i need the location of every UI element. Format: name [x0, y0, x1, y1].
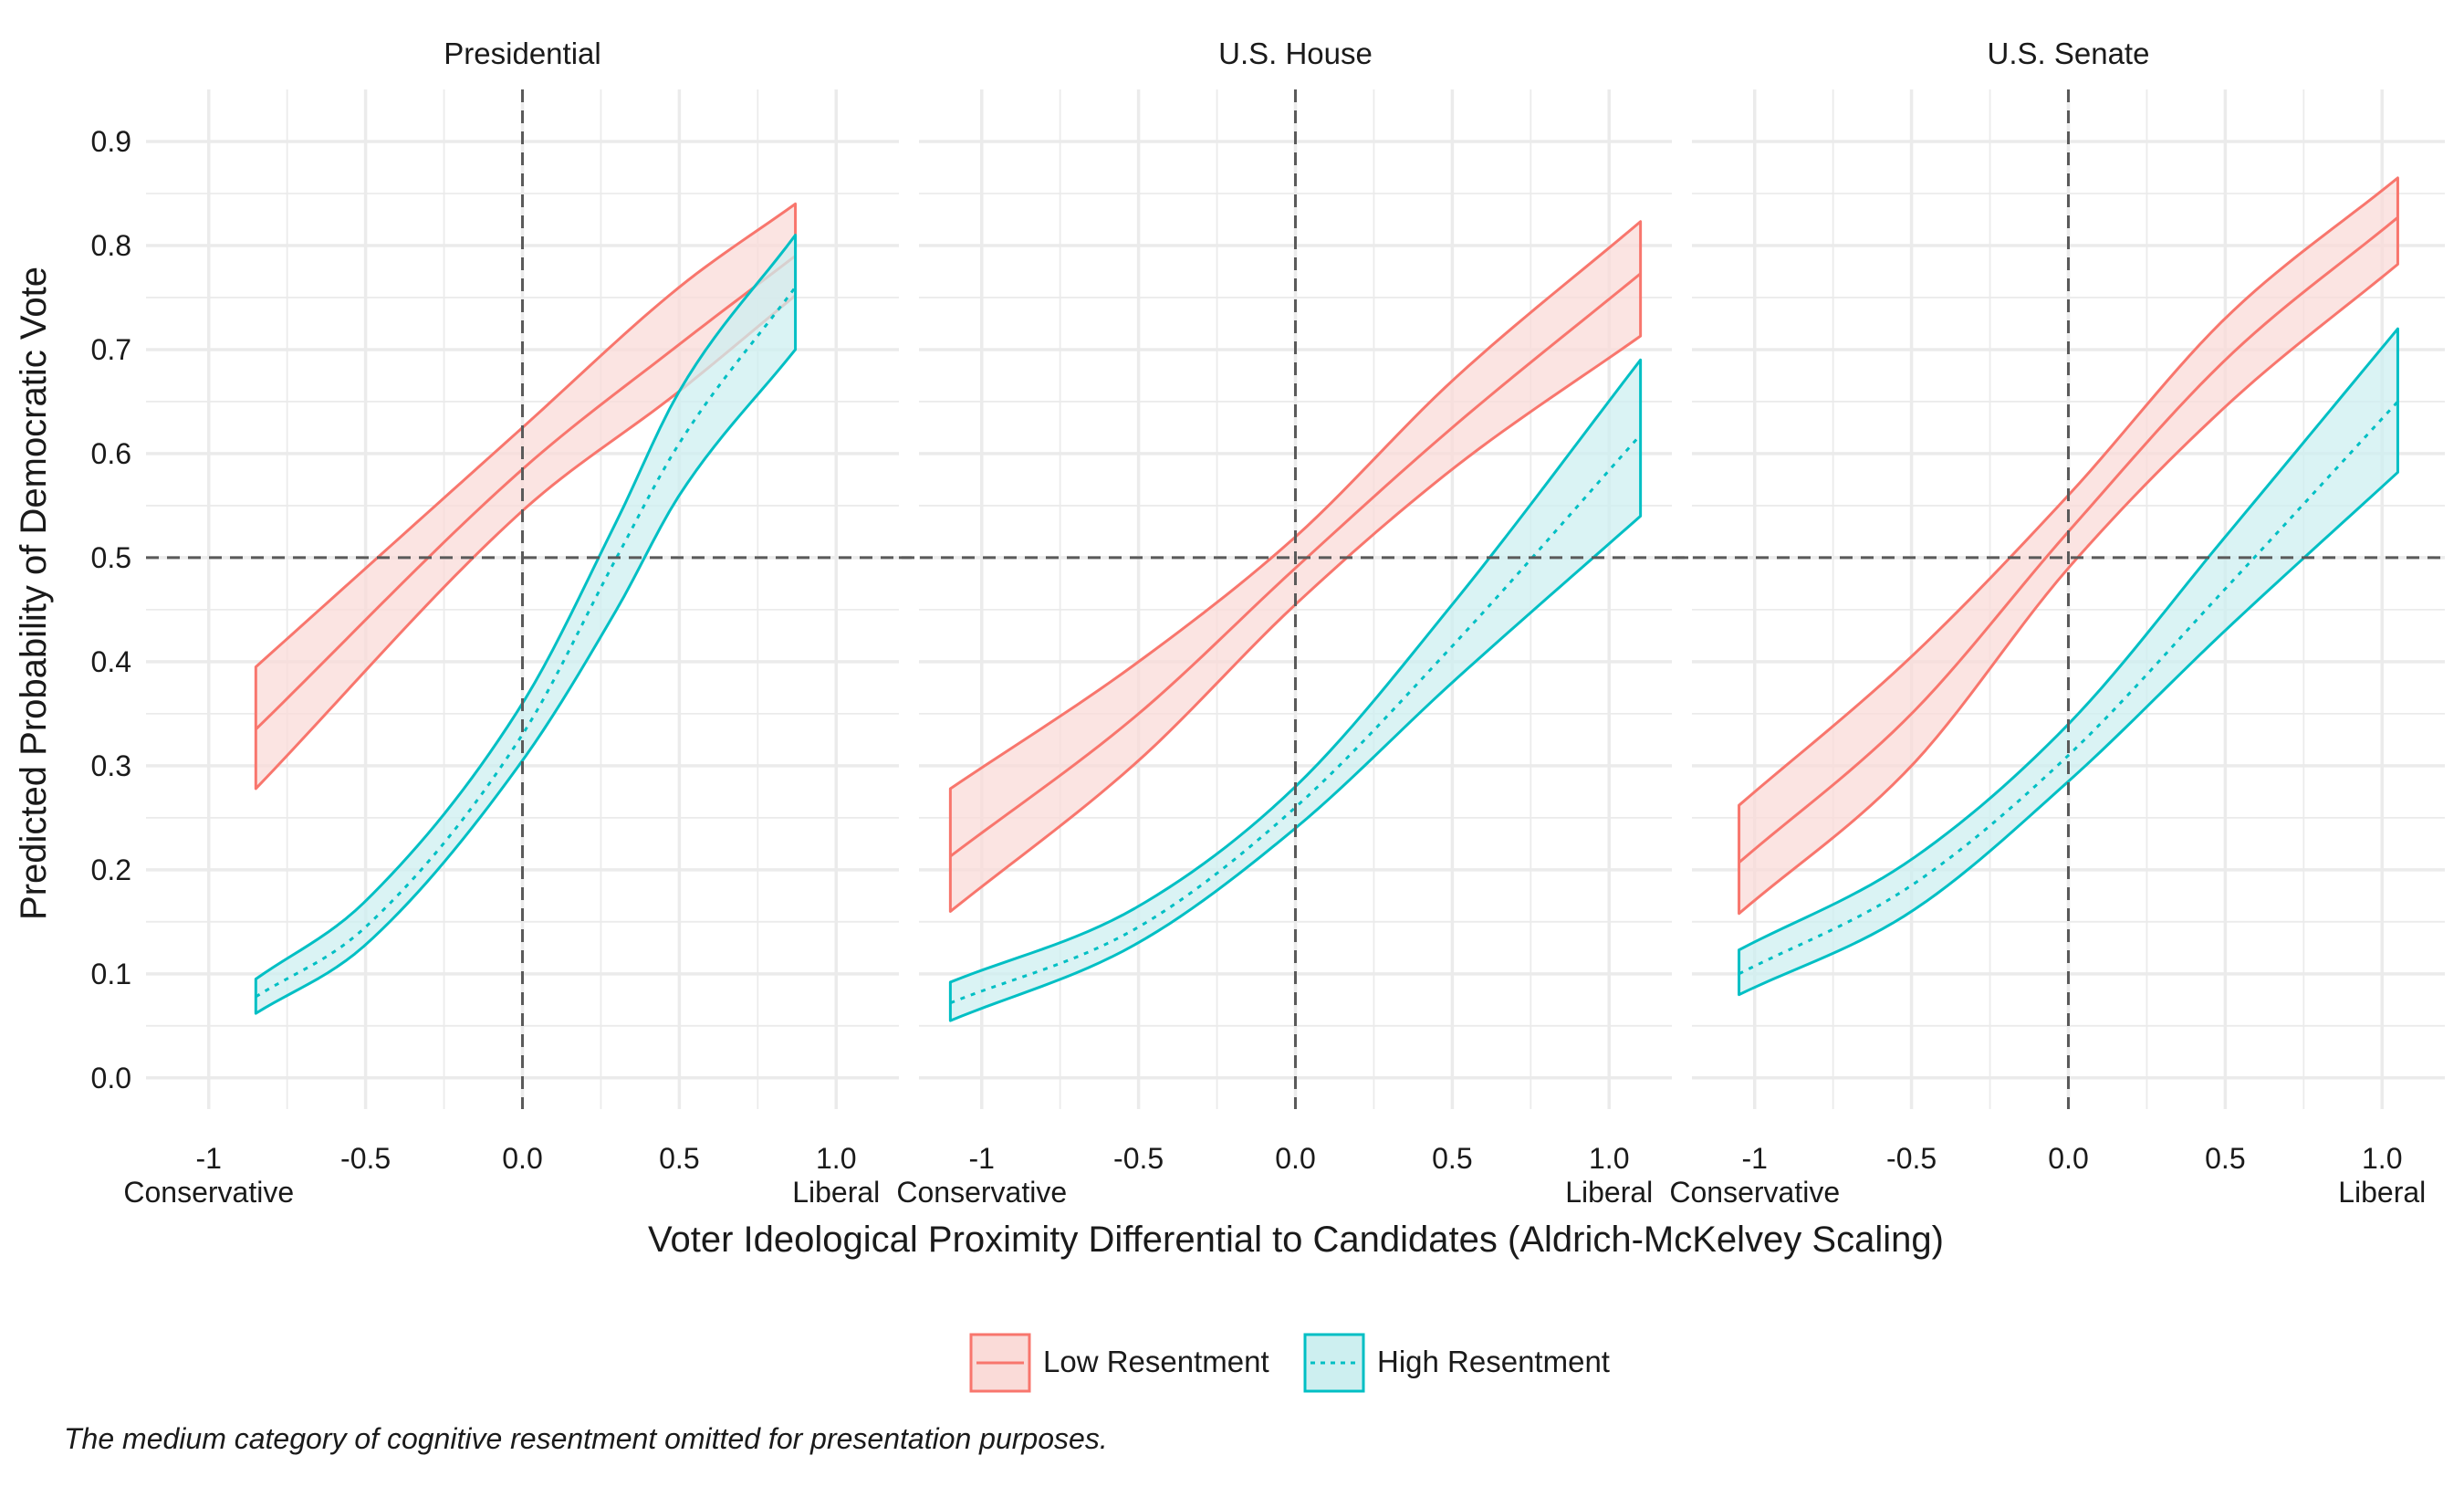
panel-presidential: Presidential -1 -0.5 0.0 0.5 1.0 Conservative L…: [123, 37, 919, 1209]
x-tick-label: 0.0: [502, 1142, 542, 1175]
line-high-resentment: [949, 434, 1642, 1005]
x-tick-label: 0.5: [1432, 1142, 1472, 1175]
line-high-resentment: [1738, 400, 2399, 976]
y-tick-label: 0.3: [91, 749, 131, 782]
x-tick-label: 0.0: [1275, 1142, 1315, 1175]
x-end-label-liberal: Liberal: [2338, 1176, 2426, 1209]
x-tick-label: 0.0: [2048, 1142, 2088, 1175]
x-tick-label: -0.5: [340, 1142, 391, 1175]
x-tick-label: -0.5: [1113, 1142, 1164, 1175]
x-end-label-conservative: Conservative: [1669, 1176, 1840, 1209]
x-tick-label: 0.5: [2205, 1142, 2245, 1175]
panel-title: U.S. House: [1218, 37, 1373, 70]
line-low-resentment: [949, 272, 1642, 858]
ribbon-high-resentment: [254, 234, 798, 1015]
ribbon-low-resentment: [1738, 176, 2399, 916]
y-axis-title: Predicted Probability of Democratic Vote: [14, 267, 54, 920]
x-end-label-conservative: Conservative: [123, 1176, 294, 1209]
line-high-resentment: [255, 286, 797, 999]
panels: 0.00.10.20.30.40.50.60.70.80.9Presidenti…: [91, 37, 2445, 1209]
x-tick-label: -0.5: [1886, 1142, 1937, 1175]
x-end-label-conservative: Conservative: [896, 1176, 1067, 1209]
panel-u-s-house: U.S. House -1 -0.5 0.0 0.5 1.0 Conservative Lib…: [896, 37, 1692, 1209]
x-axis-title: Voter Ideological Proximity Differential…: [648, 1220, 1944, 1260]
y-tick-label: 0.0: [91, 1062, 131, 1094]
legend-label-low-resentment: Low Resentment: [1043, 1345, 1269, 1378]
x-tick-label: -1: [1742, 1142, 1768, 1175]
caption: The medium category of cognitive resentm…: [64, 1422, 1108, 1455]
y-tick-label: 0.4: [91, 645, 131, 678]
ribbon-high-resentment: [948, 358, 1643, 1022]
x-tick-label: -1: [196, 1142, 222, 1175]
ribbon-high-resentment: [1738, 327, 2399, 997]
x-tick-label: 1.0: [816, 1142, 856, 1175]
y-tick-label: 0.2: [91, 853, 131, 886]
line-low-resentment: [255, 255, 797, 731]
y-tick-label: 0.7: [91, 333, 131, 366]
x-tick-label: 1.0: [1589, 1142, 1629, 1175]
y-tick-label: 0.5: [91, 541, 131, 574]
panel-u-s-senate: U.S. Senate -1 -0.5 0.0 0.5 1.0 Conservative Li…: [1669, 37, 2445, 1209]
y-tick-label: 0.8: [91, 229, 131, 262]
legend-label-high-resentment: High Resentment: [1377, 1345, 1610, 1378]
panel-title: U.S. Senate: [1988, 37, 2150, 70]
y-tick-label: 0.6: [91, 437, 131, 470]
y-tick-label: 0.9: [91, 125, 131, 158]
x-tick-label: -1: [969, 1142, 995, 1175]
x-end-label-liberal: Liberal: [792, 1176, 880, 1209]
legend: Low Resentment High Resentment: [969, 1333, 1610, 1393]
x-tick-label: 0.5: [659, 1142, 699, 1175]
panel-title: Presidential: [444, 37, 600, 70]
x-end-label-liberal: Liberal: [1565, 1176, 1653, 1209]
x-tick-label: 1.0: [2362, 1142, 2402, 1175]
y-tick-label: 0.1: [91, 958, 131, 990]
